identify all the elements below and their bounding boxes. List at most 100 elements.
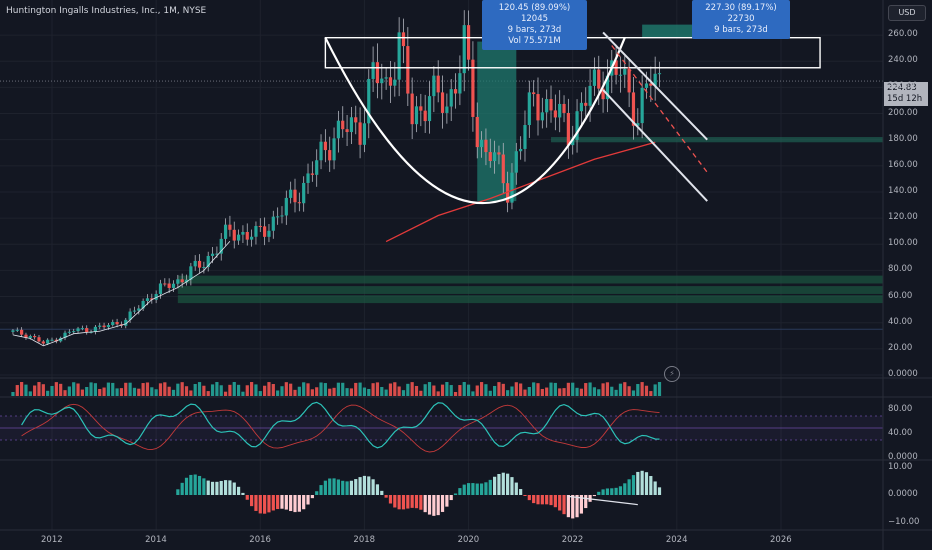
volume-bar (636, 384, 640, 396)
oscillator-fast-line (21, 401, 660, 449)
candle-body (37, 337, 41, 342)
histogram-bar (501, 472, 505, 495)
volume-bar (158, 383, 163, 396)
volume-bar (124, 382, 128, 396)
histogram-bar (549, 495, 553, 506)
volume-bar (189, 390, 193, 396)
candle-body (653, 73, 657, 86)
volume-bar (354, 382, 358, 396)
volume-bar (263, 385, 267, 396)
candle-body (33, 336, 37, 338)
histogram-bar (406, 495, 410, 509)
volume-bar (176, 383, 180, 396)
candle-body (15, 329, 19, 331)
histogram-bar (228, 480, 232, 495)
volume-bar (627, 386, 631, 396)
candle-body (436, 75, 440, 93)
volume-bar (349, 388, 354, 396)
candle-body (362, 123, 367, 145)
cup-curve (324, 37, 626, 204)
volume-bar (310, 389, 314, 396)
candle-body (514, 151, 518, 173)
volume-bar (193, 384, 197, 396)
candle-body (98, 325, 102, 327)
histogram-bar (306, 495, 310, 505)
candle-body (167, 283, 171, 288)
candle-body (184, 279, 189, 283)
volume-bar (406, 383, 410, 396)
time-tick-label: 2016 (249, 535, 271, 545)
volume-bar (241, 391, 245, 396)
histogram-bar (384, 495, 388, 498)
histogram-bar (215, 481, 219, 495)
oscillator-tick-label: 0.0000 (888, 452, 918, 462)
histogram-bar (267, 495, 271, 513)
candle-body (254, 225, 258, 237)
volume-bar (449, 385, 453, 396)
histogram-bar (562, 495, 566, 515)
lightning-icon[interactable]: ⚡ (664, 366, 680, 382)
histogram-bar (649, 476, 653, 495)
histogram-bar (479, 483, 484, 495)
volume-bar (453, 391, 458, 396)
volume-bar (375, 382, 380, 396)
volume-bar (618, 383, 623, 396)
currency-button[interactable]: USD (888, 5, 926, 21)
volume-bar (20, 382, 24, 396)
histogram-bar (536, 495, 540, 505)
histogram-bar (640, 470, 644, 495)
candle-body (137, 308, 141, 311)
time-tick-label: 2026 (770, 535, 792, 545)
candle-body (223, 224, 228, 239)
candle-body (588, 85, 592, 106)
volume-bar (33, 385, 37, 396)
measure-box-2: 227.30 (89.17%) 22730 9 bars, 273d (692, 0, 790, 39)
volume-bar (150, 387, 154, 396)
histogram-bar (371, 479, 375, 495)
histogram-bar (449, 495, 453, 501)
volume-bar (501, 383, 505, 396)
candle-body (46, 339, 50, 344)
histogram-bar (519, 489, 523, 495)
volume-bar (102, 387, 106, 396)
price-tick-label: 200.00 (888, 107, 918, 118)
volume-bar (653, 384, 657, 396)
volume-bar (24, 384, 28, 396)
histogram-bar (367, 476, 371, 495)
volume-bar (436, 391, 440, 396)
last-price-tag: 224.83 15d 12h (884, 82, 928, 106)
histogram-bar (197, 475, 202, 495)
price-tick-label: 20.00 (888, 342, 913, 353)
candle-body (115, 321, 119, 325)
histogram-bar (241, 492, 245, 495)
histogram-bar (462, 484, 466, 495)
candle-body (332, 138, 336, 161)
volume-bar (380, 387, 384, 396)
candle-body (189, 266, 193, 280)
histogram-bar (358, 477, 362, 495)
histogram-bar (466, 483, 471, 495)
histogram-bar (276, 495, 280, 510)
candle-body (128, 311, 132, 320)
candle-body (388, 77, 393, 86)
candle-body (440, 92, 445, 113)
candle-body (636, 123, 640, 126)
histogram-bar (601, 489, 605, 495)
histogram-bar (458, 488, 462, 495)
histogram-bar (397, 495, 401, 510)
volume-bar (98, 388, 102, 396)
candle-body (345, 129, 349, 133)
candle-body (562, 103, 566, 113)
candle-body (458, 73, 462, 94)
volume-bar (37, 382, 41, 396)
volume-bar (115, 388, 119, 396)
volume-bar (597, 389, 601, 396)
histogram-bar (484, 482, 488, 495)
volume-bar (180, 382, 184, 396)
candle-body (289, 189, 293, 198)
volume-bar (601, 383, 605, 396)
histogram-bar (592, 495, 597, 497)
candle-body (631, 92, 636, 126)
histogram-bar (297, 495, 301, 512)
